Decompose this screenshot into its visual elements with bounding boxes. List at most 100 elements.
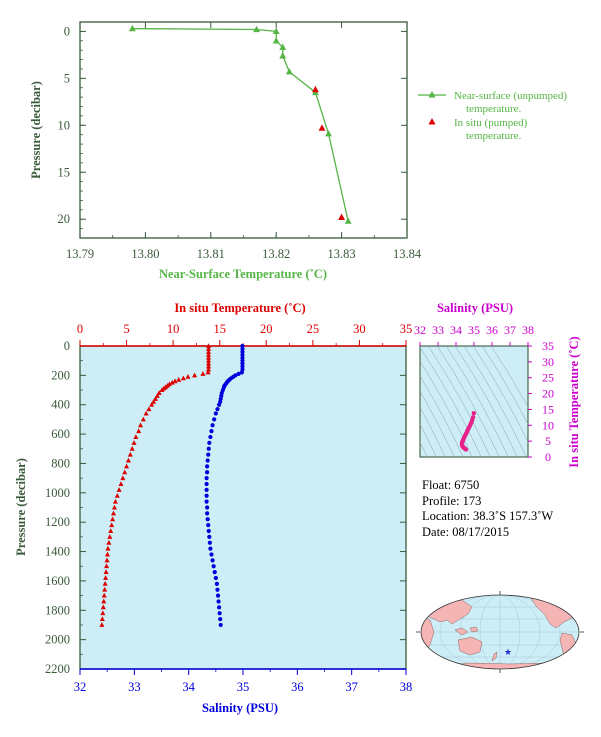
ts-density-contours xyxy=(420,346,528,457)
ts-x-tick-label: 33 xyxy=(432,323,444,337)
density-contour xyxy=(420,406,446,457)
profile-y-tick-label: 800 xyxy=(51,456,70,470)
near-surface-ticks: 13.79 13.80 13.81 13.82 13.83 13.84 0 5 10 15 20 xyxy=(58,22,422,261)
near-surface-y-tick-label: 15 xyxy=(58,165,71,179)
location-row: Location: 38.3˚S 157.3˚W xyxy=(422,509,553,525)
density-contour xyxy=(420,360,473,457)
density-contour xyxy=(420,423,437,457)
temperature-point xyxy=(120,475,126,481)
temperature-point xyxy=(125,457,131,463)
profile-y-tick-label: 1000 xyxy=(45,486,70,500)
temperature-point xyxy=(151,398,157,404)
temperature-point xyxy=(200,371,206,376)
near-surface-point xyxy=(344,217,352,224)
temperature-point xyxy=(122,469,128,475)
near-surface-point xyxy=(272,36,280,44)
temperature-point xyxy=(112,498,118,504)
profile-y-tick-label: 2200 xyxy=(45,662,70,676)
profile-salinity-axis-label: Salinity (PSU) xyxy=(202,701,278,715)
ts-x-tick-label: 34 xyxy=(450,323,462,337)
ts-series xyxy=(459,411,477,452)
near-surface-point xyxy=(325,129,332,137)
density-contour xyxy=(420,375,464,457)
salinity-point xyxy=(206,446,211,451)
near-surface-point xyxy=(272,27,280,35)
temperature-point xyxy=(106,539,112,545)
density-contour xyxy=(481,346,528,425)
ts-x-tick-label: 35 xyxy=(468,323,480,337)
near-surface-y-tick-label: 5 xyxy=(64,71,70,85)
profile-value: 173 xyxy=(462,493,482,508)
salinity-axis-tick-label: 35 xyxy=(237,680,250,694)
salinity-point xyxy=(207,540,212,545)
temperature-point xyxy=(152,396,158,401)
salinity-point xyxy=(205,470,210,475)
legend-label-in-situ: In situ (pumped) temperature. xyxy=(454,117,528,142)
temperature-point xyxy=(176,376,182,382)
temperature-point xyxy=(192,372,198,378)
salinity-point xyxy=(204,493,209,498)
near-surface-point xyxy=(253,25,260,33)
temperature-point xyxy=(118,481,124,486)
near-surface-point xyxy=(279,52,287,59)
density-contour xyxy=(420,346,482,457)
ts-x-tick-label: 36 xyxy=(486,323,498,337)
salinity-axis-tick-label: 34 xyxy=(182,680,195,694)
salinity-point xyxy=(236,371,241,376)
temperature-point xyxy=(101,592,107,598)
profile-y-tick-label: 1200 xyxy=(45,515,70,529)
salinity-point xyxy=(215,587,220,592)
temperature-point xyxy=(143,410,149,416)
near-surface-x-tick-label: 13.79 xyxy=(66,247,94,261)
density-contour xyxy=(436,346,500,457)
float-id-row: Float: 6750 xyxy=(422,478,553,494)
salinity-point xyxy=(205,511,210,516)
temperature-point xyxy=(133,434,139,439)
salinity-axis-tick-label: 36 xyxy=(291,680,304,694)
salinity-point xyxy=(216,605,222,610)
temperature-point xyxy=(104,563,110,569)
temperature-point xyxy=(102,581,108,586)
temperature-point xyxy=(116,487,122,492)
temperature-point xyxy=(127,451,133,457)
salinity-point xyxy=(210,423,215,428)
in-situ-point xyxy=(312,85,319,93)
profile-temp-axis-label: In situ Temperature (˚C) xyxy=(174,301,305,315)
temperature-point xyxy=(108,528,114,533)
profile-y-tick-label: 1600 xyxy=(45,574,70,588)
near-surface-x-tick-label: 13.83 xyxy=(328,247,356,261)
profile-y-tick-label: 1800 xyxy=(45,603,70,617)
salinity-point xyxy=(216,599,221,604)
temperature-point xyxy=(109,522,115,528)
salinity-point xyxy=(208,434,213,440)
temperature-point xyxy=(124,463,130,469)
temperature-point xyxy=(136,428,142,434)
density-contour xyxy=(490,346,528,408)
temperature-point xyxy=(172,378,178,384)
temperature-point xyxy=(206,360,212,366)
location-label: Location: xyxy=(422,509,470,523)
salinity-point xyxy=(240,361,245,366)
salinity-point xyxy=(207,440,212,445)
near-surface-point xyxy=(128,24,136,32)
date-row: Date: 08/17/2015 xyxy=(422,525,553,541)
salinity-point xyxy=(240,349,245,354)
salinity-point xyxy=(205,464,210,469)
profile-y-label: Pressure (decibar) xyxy=(14,458,28,556)
temperature-point xyxy=(146,406,152,412)
temperature-point xyxy=(102,586,108,592)
salinity-point xyxy=(240,352,245,357)
salinity-point xyxy=(208,546,213,551)
salinity-point xyxy=(217,611,222,616)
profile-plot-area xyxy=(79,345,407,670)
ts-y-tick-label: 25 xyxy=(542,371,554,385)
ts-y-tick-label: 0 xyxy=(545,450,551,464)
temperature-point xyxy=(105,545,111,551)
salinity-point xyxy=(213,411,218,416)
temperature-point xyxy=(206,363,212,369)
temperature-point xyxy=(138,422,144,428)
temperature-point xyxy=(104,557,110,563)
ts-y-tick-label: 10 xyxy=(542,418,554,432)
temp-axis-tick-label: 30 xyxy=(353,322,366,336)
salinity-point xyxy=(212,570,217,575)
